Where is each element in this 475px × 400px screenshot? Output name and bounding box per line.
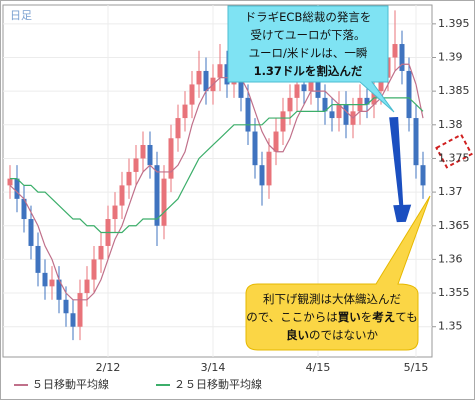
candle-body [392,44,398,58]
annotation-text: 1.37ドルを割込んだ [254,64,363,78]
candle-body [140,144,146,159]
x-tick-label: 3/14 [201,361,226,374]
candle-body [378,77,384,92]
candle-body [42,272,48,287]
annotation-line: 利下げ観測は大体織込んだ [263,292,401,306]
y-tick-label: 1.37 [438,185,463,198]
y-tick-label: 1.35 [438,320,463,333]
y-tick-label: 1.39 [438,50,463,63]
y-tick-label: 1.375 [438,151,470,164]
candle-body [91,259,97,280]
annotation-text: のではないか [309,328,378,342]
candle-body [343,104,349,125]
annotation-text: 考え [372,310,395,324]
candle-body [203,70,209,92]
candle-body [63,299,69,314]
candle-body [399,44,405,71]
plot-area [2,4,433,358]
candle-body [336,104,342,119]
candle-body [294,84,300,98]
legend-label: ２５日移動平均線 [174,377,262,391]
annotation-line: 良いのではないか [286,328,378,342]
candle-body [238,70,244,98]
x-tick-label: 4/15 [306,361,331,374]
candle-body [77,293,83,327]
annotation-text: ても [395,310,417,324]
candle-body [28,219,34,246]
candle-body [98,245,104,260]
x-tick-label: 5/15 [404,361,429,374]
annotation-text: 買い [338,310,361,324]
y-tick-label: 1.365 [438,219,470,232]
timeframe-label: 日足 [10,9,32,22]
candle-body [21,198,27,220]
candle-body [273,131,279,152]
candle-body [322,97,328,112]
annotation-text: ので、ここからは [246,310,338,324]
down-arrow [389,117,412,223]
candle-body [70,313,76,327]
legend-label: ５日移動平均線 [32,377,109,391]
candle-body [252,131,258,166]
candle-body [413,118,419,166]
candle-body [126,171,132,186]
candle-body [119,185,125,206]
candle-body [133,158,139,172]
candle-body [217,64,223,78]
candle-body [280,111,286,132]
x-tick-label: 2/12 [96,361,121,374]
candle-body [56,279,62,300]
candle-body [420,165,426,186]
candle-body [301,84,307,92]
candle-body [35,245,41,273]
candle-body [406,70,412,119]
candle-body [287,97,293,112]
annotation-line: ので、ここからは買いを考えても [246,310,417,324]
candle-body [161,178,167,226]
annotation-text: ユーロ/米ドルは、一瞬 [249,46,368,60]
annotation-line: ユーロ/米ドルは、一瞬 [249,46,368,60]
candle-body [175,118,181,139]
y-tick-label: 1.385 [438,84,470,97]
candle-body [14,178,20,199]
candle-body [49,279,55,287]
annotation-text: 受けてユーロが下落。 [251,28,366,42]
candle-body [315,77,321,98]
y-tick-label: 1.38 [438,118,463,131]
y-tick-label: 1.355 [438,286,470,299]
candle-body [329,111,335,119]
candle-body [245,97,251,132]
candle-body [168,138,174,179]
moving-average-line [10,97,424,234]
dashed-box [435,133,473,169]
candle-body [189,84,195,105]
annotation-text: 良い [286,328,309,342]
candle-body [308,77,314,92]
y-tick-label: 1.36 [438,252,463,265]
candle-body [84,279,90,294]
candle-body [266,151,272,186]
annotation-line: ドラギECB総裁の発言を [245,10,372,24]
candle-body [154,165,160,226]
candle-body [259,165,265,186]
annotation-text: ドラギECB総裁の発言を [245,10,372,24]
candle-body [224,64,230,85]
candle-body [182,104,188,119]
bottom-callout [245,195,431,351]
y-tick-label: 1.395 [438,17,470,30]
candle-body [7,178,13,186]
candle-body [196,70,202,85]
candle-body [364,97,370,105]
annotation-text: 利下げ観測は大体織込んだ [263,292,401,306]
top-callout [227,5,395,113]
annotation-line: 受けてユーロが下落。 [251,28,366,42]
candle-body [112,205,118,220]
candle-body [147,144,153,166]
annotation-line: 1.37ドルを割込んだ [254,64,363,78]
moving-average-line [9,63,424,301]
annotation-text: を [361,310,373,324]
